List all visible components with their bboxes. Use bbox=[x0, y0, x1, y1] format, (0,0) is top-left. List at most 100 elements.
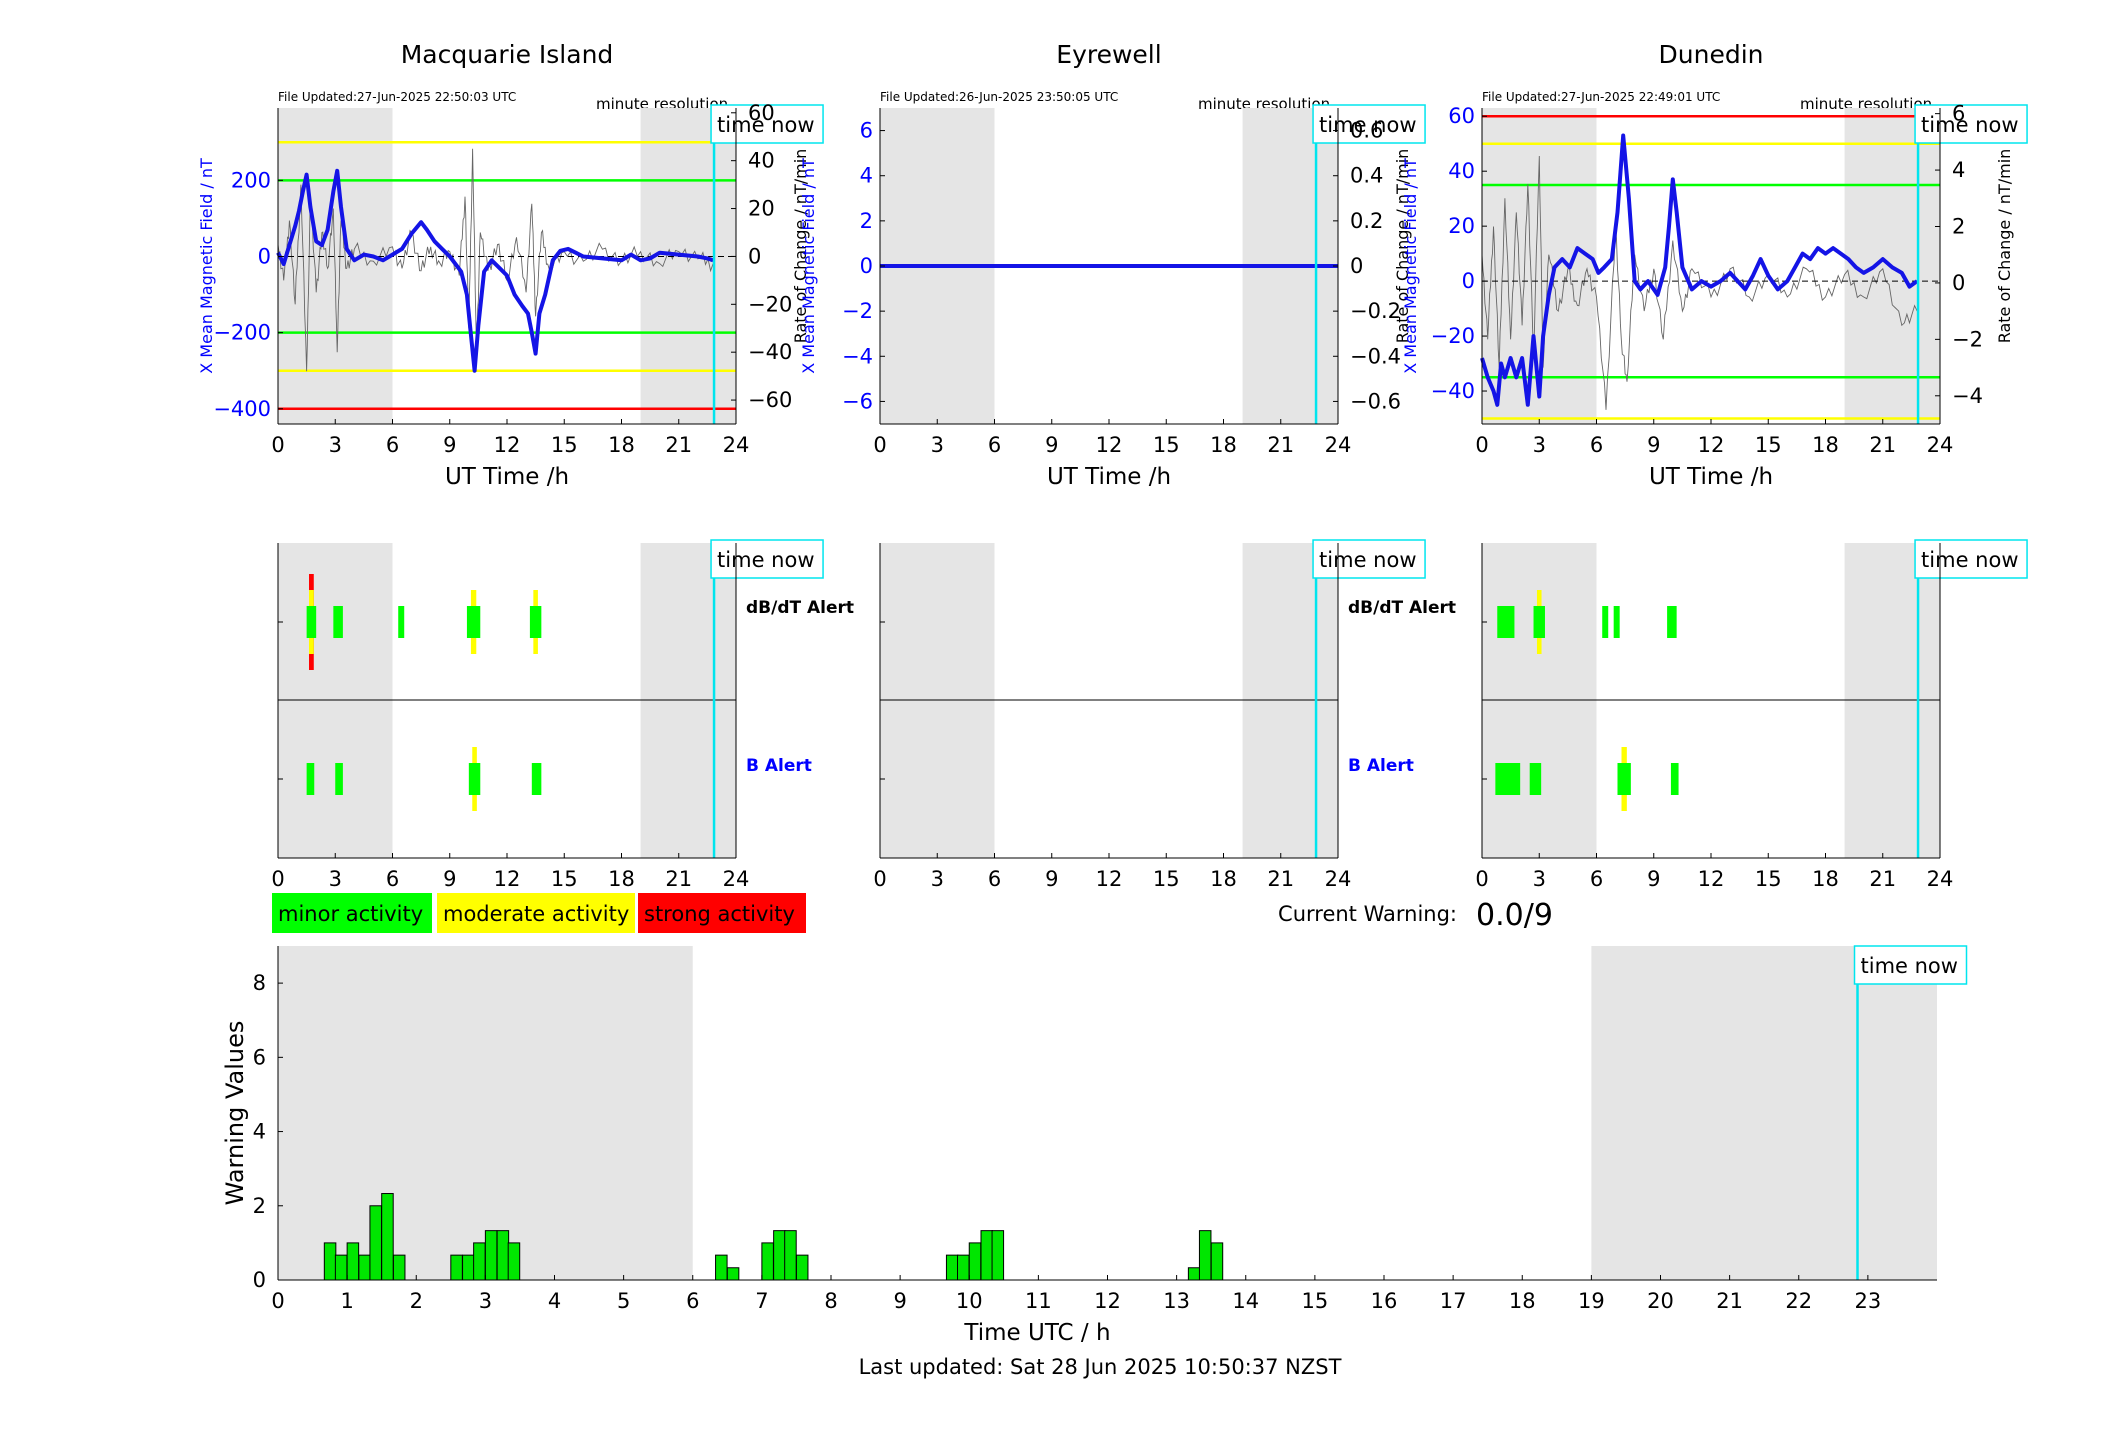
dunedin-b-trace bbox=[1480, 133, 1919, 407]
warning-x-tick-label: 9 bbox=[893, 1289, 906, 1313]
macquarie-island-alert-x-tick-label: 21 bbox=[665, 867, 692, 891]
macquarie-island-time-now-box bbox=[710, 104, 824, 144]
macquarie-island-right-tick-label: 40 bbox=[748, 149, 775, 173]
warning-x-tick-label: 0 bbox=[271, 1289, 284, 1313]
dunedin-b-alert-minor bbox=[1529, 763, 1542, 795]
warning-x-tick-label: 19 bbox=[1578, 1289, 1605, 1313]
eyrewell-right-tick-label: −0.2 bbox=[1350, 299, 1401, 323]
eyrewell-x-tick-label: 6 bbox=[988, 433, 1001, 457]
warning-y-axis-label: Warning Values bbox=[221, 1021, 249, 1206]
warning-bar bbox=[784, 1230, 797, 1281]
warning-x-tick-label: 1 bbox=[340, 1289, 353, 1313]
warning-bar bbox=[980, 1230, 994, 1281]
dunedin-right-tick-label: −2 bbox=[1952, 327, 1983, 351]
eyrewell-left-axis-label: X Mean Magnetic Field / nT bbox=[799, 158, 818, 374]
dunedin-alert-x-tick-label: 18 bbox=[1812, 867, 1839, 891]
eyrewell-left-tick-label: −6 bbox=[842, 389, 873, 413]
warning-time-now-box bbox=[1853, 945, 1968, 985]
dunedin-x-tick-label: 21 bbox=[1869, 433, 1896, 457]
macquarie-island-dbdt-alert-minor bbox=[306, 606, 317, 638]
dunedin-alert-x-tick-label: 0 bbox=[1475, 867, 1488, 891]
eyrewell-time-now-label: time now bbox=[1319, 113, 1416, 137]
dunedin-right-tick-label: 6 bbox=[1952, 102, 1965, 126]
macquarie-island-x-tick-label: 24 bbox=[723, 433, 750, 457]
warning-x-tick-label: 16 bbox=[1371, 1289, 1398, 1313]
eyrewell-right-tick-label: −0.4 bbox=[1350, 344, 1401, 368]
dunedin-alert-x-tick-label: 12 bbox=[1698, 867, 1725, 891]
current-warning-label: Current Warning: bbox=[1278, 902, 1457, 926]
warning-night-shade bbox=[278, 946, 693, 1280]
eyrewell-left-tick-label: 6 bbox=[860, 119, 873, 143]
warning-x-tick-label: 2 bbox=[410, 1289, 423, 1313]
warning-x-tick-label: 20 bbox=[1647, 1289, 1674, 1313]
eyrewell-left-tick-label: −4 bbox=[842, 344, 873, 368]
warning-bar bbox=[1187, 1267, 1201, 1281]
eyrewell-file-updated: File Updated:26-Jun-2025 23:50:05 UTC bbox=[880, 90, 1118, 104]
macquarie-island-left-tick-label: 0 bbox=[258, 244, 271, 268]
dunedin-left-axis-label: X Mean Magnetic Field / nT bbox=[1401, 158, 1420, 374]
dunedin-x-tick-label: 18 bbox=[1812, 433, 1839, 457]
warning-bar bbox=[473, 1242, 486, 1281]
dunedin-x-tick-label: 15 bbox=[1755, 433, 1782, 457]
eyrewell-x-tick-label: 24 bbox=[1325, 433, 1352, 457]
legend-minor-label: minor activity bbox=[278, 902, 423, 926]
dunedin-x-tick-label: 24 bbox=[1927, 433, 1954, 457]
dunedin-alert-x-tick-label: 6 bbox=[1590, 867, 1603, 891]
macquarie-island-right-tick-label: 60 bbox=[748, 101, 775, 125]
macquarie-island-x-tick-label: 12 bbox=[494, 433, 521, 457]
eyrewell-time-now-box bbox=[1312, 104, 1426, 144]
legend-moderate-label: moderate activity bbox=[443, 902, 629, 926]
eyrewell-right-tick-label: 0.2 bbox=[1350, 209, 1383, 233]
warning-bar bbox=[346, 1242, 360, 1281]
macquarie-island-right-tick-label: 20 bbox=[748, 197, 775, 221]
macquarie-island-alert-x-tick-label: 24 bbox=[723, 867, 750, 891]
eyrewell-left-tick-label: −2 bbox=[842, 299, 873, 323]
eyrewell-alert-x-tick-label: 12 bbox=[1096, 867, 1123, 891]
macquarie-island-x-tick-label: 9 bbox=[443, 433, 456, 457]
warning-bar bbox=[392, 1254, 406, 1281]
dunedin-alert-x-tick-label: 21 bbox=[1869, 867, 1896, 891]
macquarie-island-dbdt-alert-minor bbox=[529, 606, 542, 638]
macquarie-island-b-alert-minor bbox=[531, 763, 542, 795]
warning-x-tick-label: 14 bbox=[1232, 1289, 1259, 1313]
eyrewell-x-tick-label: 3 bbox=[931, 433, 944, 457]
warning-x-tick-label: 3 bbox=[479, 1289, 492, 1313]
macquarie-island-x-tick-label: 21 bbox=[665, 433, 692, 457]
legend-minor-swatch bbox=[272, 893, 432, 933]
macquarie-island-right-tick-label: −20 bbox=[748, 292, 792, 316]
dunedin-left-tick-label: 20 bbox=[1448, 214, 1475, 238]
macquarie-island-b-alert-minor bbox=[468, 763, 481, 795]
warning-bar bbox=[323, 1242, 337, 1281]
dunedin-x-tick-label: 9 bbox=[1647, 433, 1660, 457]
macquarie-island-x-tick-label: 6 bbox=[386, 433, 399, 457]
warning-x-tick-label: 22 bbox=[1785, 1289, 1812, 1313]
warning-y-tick-label: 0 bbox=[253, 1268, 266, 1292]
warning-y-tick-label: 2 bbox=[253, 1194, 266, 1218]
macquarie-island-alert-x-tick-label: 12 bbox=[494, 867, 521, 891]
eyrewell-dbdt-alert-label: dB/dT Alert bbox=[1348, 598, 1456, 618]
warning-x-tick-label: 23 bbox=[1855, 1289, 1882, 1313]
dunedin-alert-x-tick-label: 15 bbox=[1755, 867, 1782, 891]
dunedin-right-axis-label: Rate of Change / nT/min bbox=[1995, 149, 2014, 344]
warning-bar bbox=[381, 1193, 394, 1281]
macquarie-island-alert-time-now-box bbox=[710, 539, 824, 579]
warning-night-shade bbox=[1591, 946, 1937, 1280]
dunedin-x-tick-label: 3 bbox=[1533, 433, 1546, 457]
eyrewell-alert-x-tick-label: 18 bbox=[1210, 867, 1237, 891]
macquarie-island-alert-x-tick-label: 9 bbox=[443, 867, 456, 891]
warning-bar bbox=[484, 1230, 498, 1281]
warning-bar bbox=[761, 1242, 774, 1281]
dunedin-right-tick-label: 4 bbox=[1952, 158, 1965, 182]
macquarie-island-alert-x-tick-label: 15 bbox=[551, 867, 578, 891]
warning-x-tick-label: 11 bbox=[1025, 1289, 1052, 1313]
warning-bar bbox=[715, 1254, 728, 1281]
dunedin-x-tick-label: 12 bbox=[1698, 433, 1725, 457]
macquarie-island-left-tick-label: −200 bbox=[213, 321, 271, 345]
warning-x-tick-label: 10 bbox=[956, 1289, 983, 1313]
warning-x-tick-label: 12 bbox=[1094, 1289, 1121, 1313]
warning-x-tick-label: 6 bbox=[686, 1289, 699, 1313]
dunedin-rate-trace bbox=[1481, 155, 1918, 410]
warning-bar bbox=[945, 1254, 959, 1281]
macquarie-island-dbdt-alert-minor bbox=[466, 606, 481, 638]
warning-x-tick-label: 13 bbox=[1163, 1289, 1190, 1313]
